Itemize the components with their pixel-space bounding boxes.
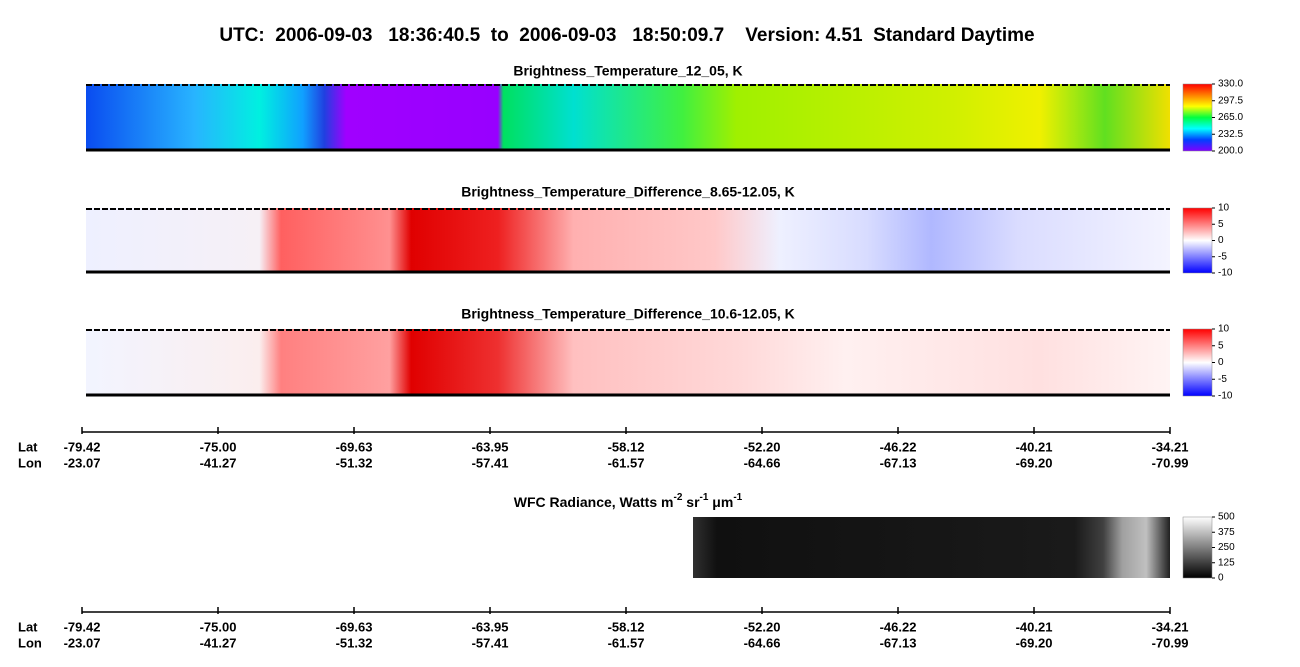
lon-tick-label: -61.57 — [608, 455, 645, 470]
superscript: -1 — [700, 492, 709, 503]
panel-title: Brightness_Temperature_Difference_8.65-1… — [461, 184, 795, 200]
colorbar-tick-label: 0 — [1218, 235, 1224, 246]
colorbar — [1182, 83, 1213, 152]
lon-tick-label: -51.32 — [336, 455, 373, 470]
axis-label: Lon — [18, 455, 42, 470]
colorbar-tick-label: 330.0 — [1218, 79, 1243, 90]
lon-tick-label: -51.32 — [336, 635, 373, 650]
lon-tick-label: -23.07 — [64, 455, 101, 470]
image-strip — [86, 208, 1170, 273]
panel-title: Brightness_Temperature_Difference_10.6-1… — [461, 306, 795, 322]
colorbar — [1182, 207, 1213, 274]
axis-label: Lat — [18, 439, 38, 454]
colorbar — [1182, 516, 1213, 579]
axis-label: Lon — [18, 635, 42, 650]
colorbar-tick-label: 265.0 — [1218, 112, 1243, 123]
lon-tick-label: -41.27 — [200, 635, 237, 650]
lon-tick-label: -41.27 — [200, 455, 237, 470]
colorbar-tick-label: 500 — [1218, 512, 1235, 523]
title-part: μm — [708, 494, 733, 510]
image-strip — [693, 517, 1170, 578]
colorbar-tick-label: -5 — [1218, 374, 1227, 385]
colorbar-tick-label: 10 — [1218, 324, 1230, 335]
lon-tick-label: -64.66 — [744, 455, 781, 470]
lon-tick-label: -57.41 — [472, 635, 509, 650]
lat-tick-label: -46.22 — [880, 619, 917, 634]
main-title: UTC: 2006-09-03 18:36:40.5 to 2006-09-03… — [219, 25, 1034, 46]
colorbar-tick-label: -5 — [1218, 251, 1227, 262]
axis-label: Lat — [18, 619, 38, 634]
superscript: -2 — [673, 492, 682, 503]
lat-tick-label: -79.42 — [64, 619, 101, 634]
lon-tick-label: -67.13 — [880, 455, 917, 470]
lat-tick-label: -46.22 — [880, 439, 917, 454]
colorbar-tick-label: 5 — [1218, 219, 1224, 230]
colorbar-tick-label: 250 — [1218, 542, 1235, 553]
lon-tick-label: -61.57 — [608, 635, 645, 650]
lat-tick-label: -63.95 — [472, 619, 509, 634]
lon-tick-label: -67.13 — [880, 635, 917, 650]
colorbar-tick-label: 0 — [1218, 357, 1224, 368]
colorbar-tick-label: 10 — [1218, 203, 1230, 214]
colorbar-tick-label: 125 — [1218, 557, 1235, 568]
image-strip — [86, 84, 1170, 151]
panel-title: WFC Radiance, Watts m-2 sr-1 μm-1 — [514, 492, 743, 510]
colorbar — [1182, 328, 1213, 397]
lon-tick-label: -23.07 — [64, 635, 101, 650]
lon-tick-label: -69.20 — [1016, 455, 1053, 470]
lat-tick-label: -52.20 — [744, 439, 781, 454]
colorbar-tick-label: 375 — [1218, 527, 1235, 538]
lat-tick-label: -63.95 — [472, 439, 509, 454]
colorbar-tick-label: 200.0 — [1218, 146, 1243, 157]
colorbar-tick-label: 232.5 — [1218, 129, 1243, 140]
lat-tick-label: -52.20 — [744, 619, 781, 634]
colorbar-tick-label: -10 — [1218, 268, 1233, 279]
lat-tick-label: -58.12 — [608, 439, 645, 454]
colorbar-tick-label: 297.5 — [1218, 95, 1243, 106]
image-strip — [86, 329, 1170, 396]
lon-tick-label: -57.41 — [472, 455, 509, 470]
lon-tick-label: -70.99 — [1152, 635, 1189, 650]
lat-tick-label: -79.42 — [64, 439, 101, 454]
lat-tick-label: -75.00 — [200, 619, 237, 634]
panel-title: Brightness_Temperature_12_05, K — [513, 63, 742, 79]
lon-tick-label: -64.66 — [744, 635, 781, 650]
lat-tick-label: -34.21 — [1152, 619, 1189, 634]
colorbar-tick-label: 0 — [1218, 573, 1224, 584]
lon-tick-label: -70.99 — [1152, 455, 1189, 470]
title-part: WFC Radiance, Watts m — [514, 494, 674, 510]
lat-tick-label: -58.12 — [608, 619, 645, 634]
title-part: sr — [682, 494, 700, 510]
lat-tick-label: -40.21 — [1016, 439, 1053, 454]
lon-tick-label: -69.20 — [1016, 635, 1053, 650]
lat-tick-label: -75.00 — [200, 439, 237, 454]
lat-tick-label: -40.21 — [1016, 619, 1053, 634]
lat-tick-label: -34.21 — [1152, 439, 1189, 454]
lat-tick-label: -69.63 — [336, 619, 373, 634]
colorbar-tick-label: 5 — [1218, 340, 1224, 351]
colorbar-tick-label: -10 — [1218, 391, 1233, 402]
lat-tick-label: -69.63 — [336, 439, 373, 454]
superscript: -1 — [733, 492, 742, 503]
